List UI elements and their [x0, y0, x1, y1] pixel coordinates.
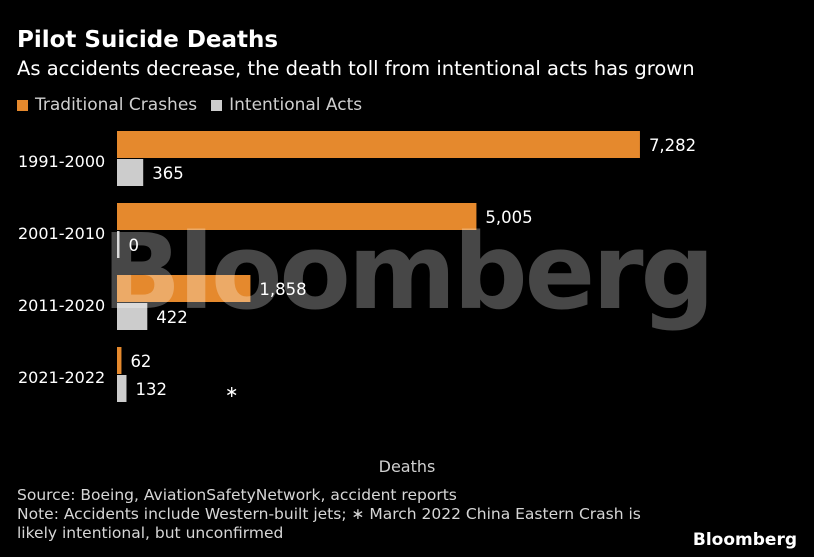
bloomberg-logo: Bloomberg: [692, 530, 797, 550]
data-label-intentional-acts-2011-2020: 422: [156, 308, 188, 327]
category-label-2011-2020: 2011-2020: [18, 296, 105, 315]
bar-traditional-crashes-2011-2020: [117, 275, 251, 302]
footnote-line-2: likely intentional, but unconfirmed: [17, 524, 284, 542]
category-label-1991-2000: 1991-2000: [18, 152, 105, 171]
x-axis-label: Deaths: [378, 457, 436, 476]
annotation-asterisk: ∗: [225, 382, 238, 401]
footnote-line-1: Note: Accidents include Western-built je…: [17, 505, 641, 523]
data-label-traditional-crashes-2011-2020: 1,858: [259, 280, 306, 299]
legend-label-intentional: Intentional Acts: [229, 95, 363, 115]
footer: Source: Boeing, AviationSafetyNetwork, a…: [17, 486, 641, 543]
source-note: Source: Boeing, AviationSafetyNetwork, a…: [17, 486, 457, 504]
legend-swatch-traditional: [17, 99, 28, 111]
data-label-intentional-acts-2001-2010: 0: [129, 236, 140, 255]
category-label-2001-2010: 2001-2010: [18, 224, 105, 243]
bar-intentional-acts-1991-2000: [117, 159, 144, 186]
chart-title: Pilot Suicide Deaths: [17, 27, 279, 53]
legend-item-traditional: Traditional Crashes: [17, 95, 197, 115]
data-label-traditional-crashes-2001-2010: 5,005: [485, 208, 532, 227]
category-label-2021-2022: 2021-2022: [18, 368, 105, 387]
bar-traditional-crashes-1991-2000: [117, 131, 640, 158]
legend: Traditional Crashes Intentional Acts: [17, 95, 362, 115]
watermark: Bloomberg: [102, 211, 712, 333]
chart-subtitle: As accidents decrease, the death toll fr…: [17, 57, 695, 80]
data-label-traditional-crashes-1991-2000: 7,282: [649, 136, 696, 155]
data-label-intentional-acts-1991-2000: 365: [152, 164, 184, 183]
data-label-traditional-crashes-2021-2022: 62: [130, 352, 151, 371]
bar-intentional-acts-2021-2022: [117, 375, 127, 402]
bar-intentional-acts-2001-2010: [117, 231, 120, 258]
legend-swatch-intentional: [211, 99, 223, 111]
bar-traditional-crashes-2021-2022: [117, 347, 122, 374]
legend-item-intentional: Intentional Acts: [211, 95, 362, 115]
bar-intentional-acts-2011-2020: [117, 303, 148, 330]
legend-label-traditional: Traditional Crashes: [35, 95, 198, 115]
bar-traditional-crashes-2001-2010: [117, 203, 477, 230]
data-label-intentional-acts-2021-2022: 132: [135, 380, 167, 399]
